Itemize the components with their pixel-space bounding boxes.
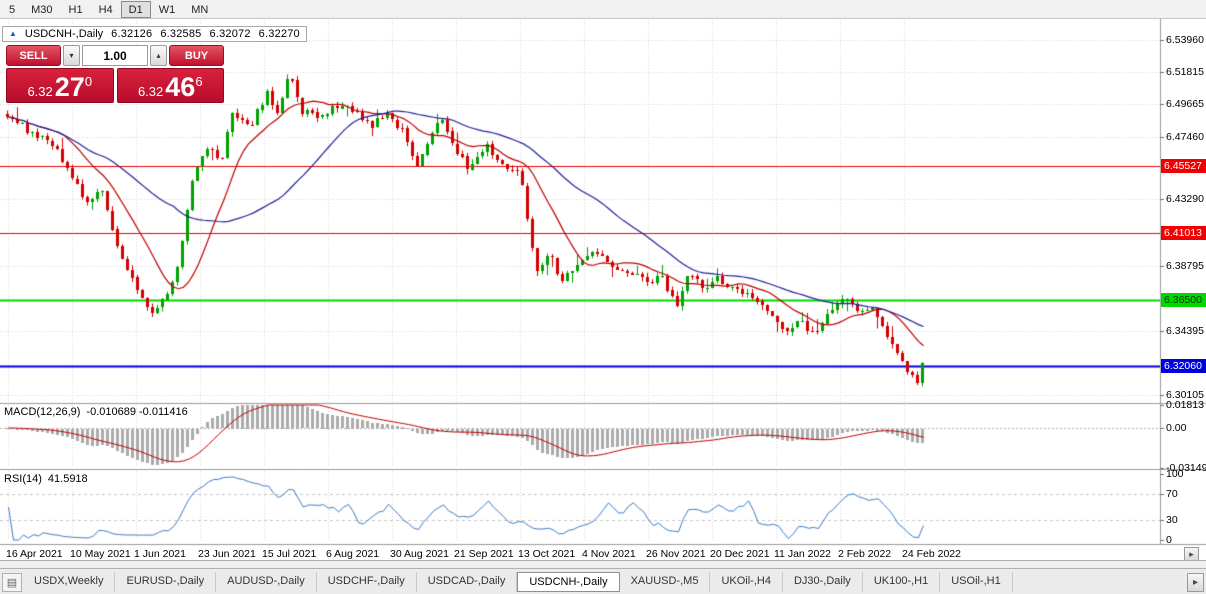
ohlc-open-value: 6.32126: [111, 28, 153, 40]
sell-price-box[interactable]: 6.32 27 0: [6, 68, 114, 103]
trade-controls-row: SELL ▾ ▴ BUY: [6, 45, 224, 66]
chart-tabs-bar: ▤ USDX,Weekly EURUSD-,Daily AUDUSD-,Daily U…: [0, 568, 1206, 594]
chart-tab-ukoil-h4[interactable]: UKOil-,H4: [710, 572, 783, 592]
rsi-title: RSI(14): [4, 473, 42, 485]
sell-button[interactable]: SELL: [6, 45, 61, 66]
ohlc-close-value: 6.32270: [258, 28, 300, 40]
timeframe-button-h1[interactable]: H1: [68, 3, 83, 16]
chart-area: 6.53960 6.51815 6.49665 6.47460 6.43290 6.387…: [0, 19, 1206, 561]
trade-prices-row: 6.32 27 0 6.32 46 6: [6, 68, 224, 103]
timeframe-button-m30[interactable]: M30: [31, 3, 53, 16]
timeframe-button-5[interactable]: 5: [9, 3, 16, 16]
chart-windows-icon[interactable]: ▤: [2, 573, 22, 592]
ohlc-high-value: 6.32585: [160, 28, 202, 40]
tab-scroll-right-button[interactable]: ▸: [1187, 573, 1204, 592]
timeframe-button-h4[interactable]: H4: [98, 3, 113, 16]
buy-price-prefix: 6.32: [137, 84, 164, 99]
sell-price-sup: 0: [84, 74, 93, 89]
chart-tab-usdcad-daily[interactable]: USDCAD-,Daily: [417, 572, 518, 592]
window-divider-strip: [0, 560, 1206, 568]
chart-tab-usdcnh-daily[interactable]: USDCNH-,Daily: [517, 572, 620, 592]
rsi-value: 41.5918: [47, 473, 88, 485]
chart-tab-dj30-daily[interactable]: DJ30-,Daily: [783, 572, 863, 592]
rsi-indicator-label: RSI(14) 41.5918: [4, 473, 88, 485]
volume-increase-button[interactable]: ▴: [150, 45, 167, 66]
volume-decrease-button[interactable]: ▾: [63, 45, 80, 66]
chart-tab-usoil-h1[interactable]: USOil-,H1: [940, 572, 1013, 592]
ohlc-low-value: 6.32072: [209, 28, 251, 40]
chart-tab-usdchf-daily[interactable]: USDCHF-,Daily: [317, 572, 417, 592]
volume-input[interactable]: [82, 45, 148, 66]
chart-tab-usdx-weekly[interactable]: USDX,Weekly: [23, 572, 116, 592]
chart-tab-audusd-daily[interactable]: AUDUSD-,Daily: [216, 572, 317, 592]
buy-button[interactable]: BUY: [169, 45, 224, 66]
sell-price-prefix: 6.32: [27, 84, 53, 99]
macd-title: MACD(12,26,9): [4, 406, 81, 418]
chart-tab-eurusd-daily[interactable]: EURUSD-,Daily: [115, 572, 217, 592]
chart-tabs: USDX,Weekly EURUSD-,Daily AUDUSD-,Daily USD…: [23, 572, 1013, 592]
buy-price-big: 46: [165, 72, 196, 102]
chart-scroll-right-button[interactable]: ▸: [1184, 547, 1199, 561]
timeframe-toolbar: 5 M30 H1 H4 D1 W1 MN: [0, 0, 1206, 19]
chart-tab-uk100-h1[interactable]: UK100-,H1: [863, 572, 941, 592]
price-chart-canvas[interactable]: [0, 19, 1206, 560]
buy-price-sup: 6: [195, 74, 203, 89]
chart-icon: ▲: [9, 29, 17, 38]
timeframe-button-mn[interactable]: MN: [191, 3, 209, 16]
macd-values: -0.010689 -0.011416: [86, 406, 188, 418]
sell-price-big: 27: [54, 72, 85, 102]
symbol-period-label: USDCNH-,Daily: [24, 28, 104, 40]
chart-tab-xauusd-m5[interactable]: XAUUSD-,M5: [620, 572, 711, 592]
buy-price-box[interactable]: 6.32 46 6: [116, 68, 224, 103]
timeframe-button-d1[interactable]: D1: [120, 0, 151, 18]
macd-indicator-label: MACD(12,26,9) -0.010689 -0.011416: [4, 406, 188, 418]
symbol-info-box: ▲ USDCNH-,Daily 6.32126 6.32585 6.32072 …: [2, 26, 307, 42]
timeframe-button-w1[interactable]: W1: [158, 3, 176, 16]
